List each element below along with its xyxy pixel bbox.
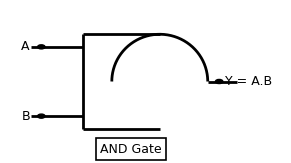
Circle shape [38,45,45,49]
Text: B: B [21,110,30,123]
Text: Y = A.B: Y = A.B [225,75,272,88]
Text: AND Gate: AND Gate [100,143,162,156]
Text: A: A [22,40,30,53]
Circle shape [215,79,223,84]
Circle shape [38,114,45,118]
